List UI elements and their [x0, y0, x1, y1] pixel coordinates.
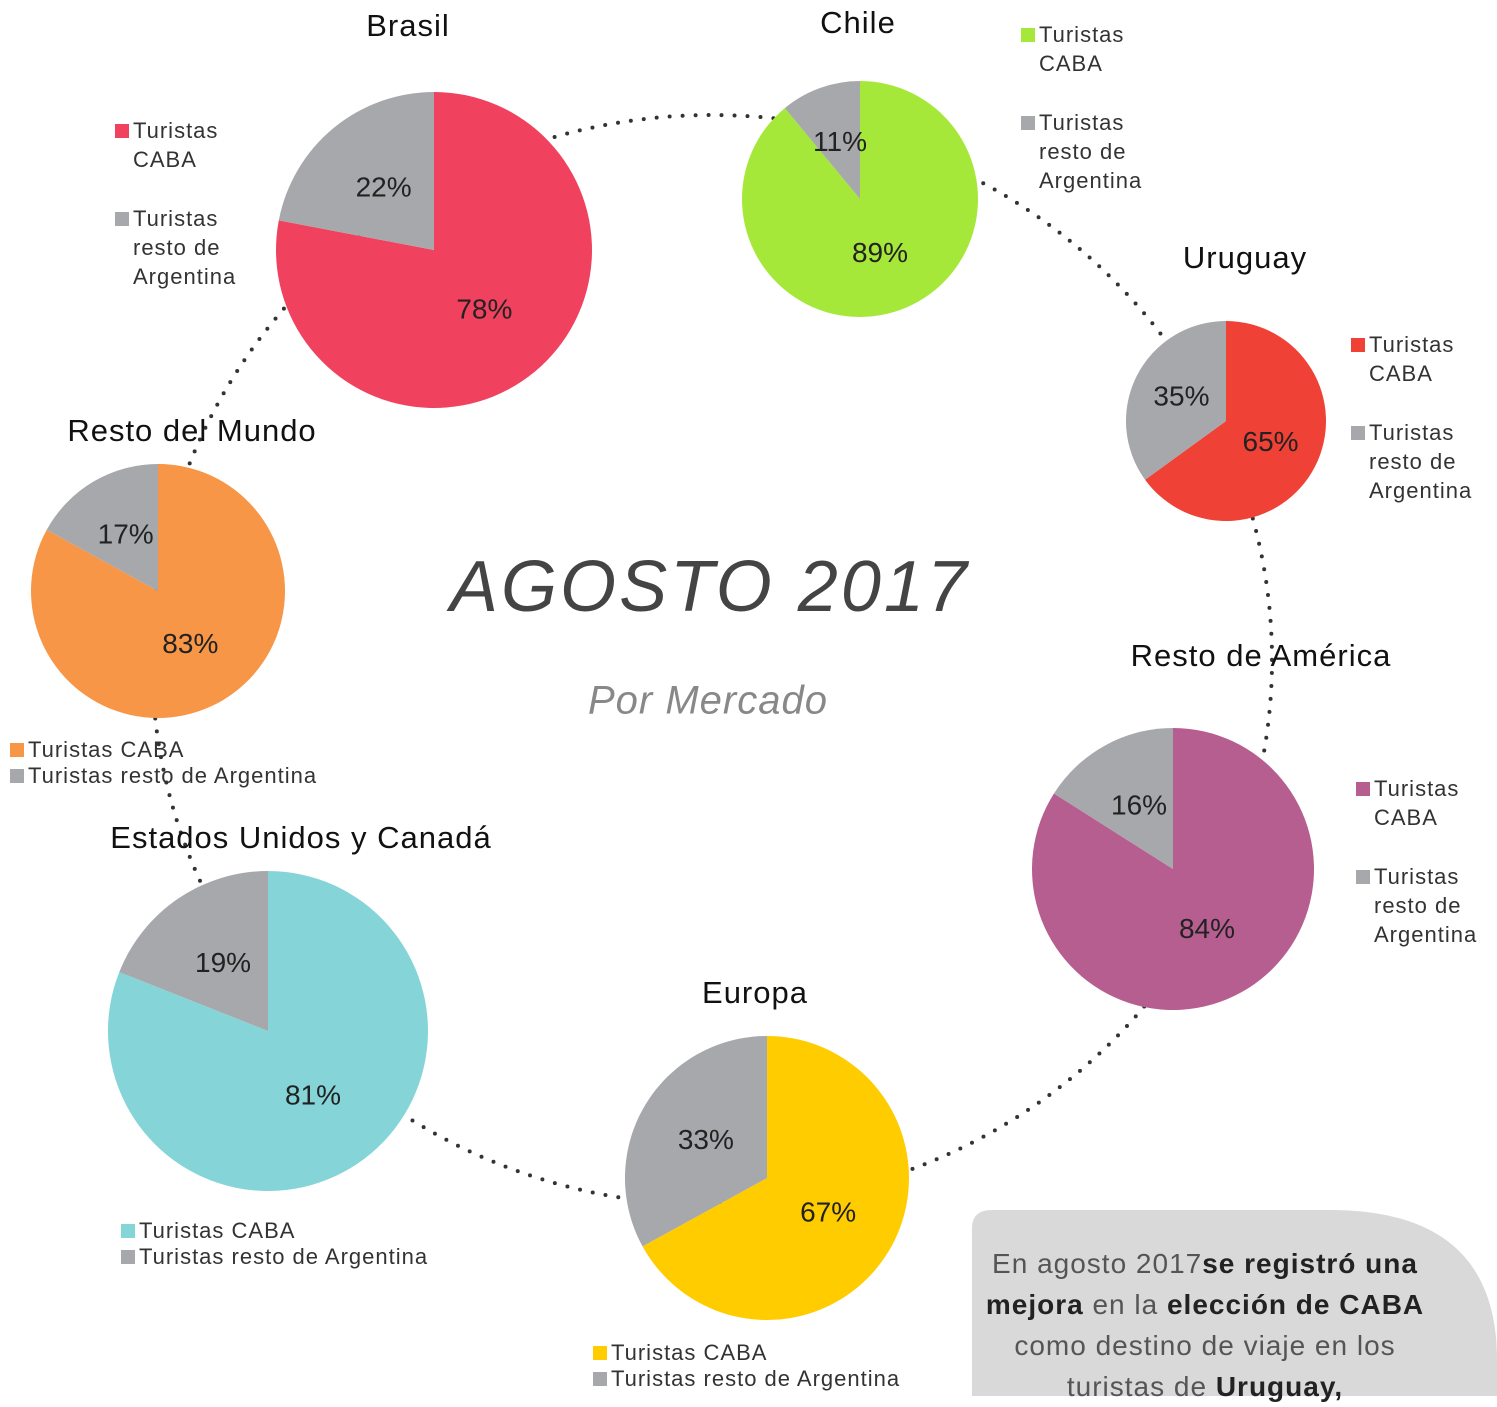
legend-label: Turistas resto de Argentina [133, 206, 237, 289]
legend-item: Turistas CABA [1356, 774, 1497, 832]
pie-slice [278, 92, 434, 250]
legend-item: Turistas resto de Argentina [1351, 418, 1497, 505]
legend-swatch [115, 124, 129, 138]
note-text: En agosto 2017 [992, 1248, 1203, 1279]
chart-title: Resto del Mundo [67, 413, 316, 448]
legend-item: Turistas resto de Argentina [115, 204, 265, 291]
slice-label: 11% [813, 126, 867, 157]
legend-swatch [1356, 870, 1370, 884]
legend-swatch [1351, 426, 1365, 440]
legend-item: Turistas CABA [1021, 20, 1171, 78]
note-text: en la [1083, 1289, 1167, 1320]
legend-swatch [121, 1250, 135, 1264]
legend: Turistas CABA Turistas resto de Argentina [10, 737, 317, 789]
legend-item: Turistas CABA [1351, 330, 1497, 388]
legend-item: Turistas CABA [10, 737, 317, 763]
dotted-ring [150, 113, 1274, 1207]
slice-label: 19% [195, 947, 251, 978]
note-text: Uruguay, [1215, 1371, 1344, 1402]
slice-label: 67% [800, 1197, 856, 1228]
legend: Turistas CABA Turistas resto de Argentina [1021, 20, 1171, 225]
pie-slice [1126, 321, 1226, 480]
legend: Turistas CABA Turistas resto de Argentina [121, 1218, 428, 1270]
slice-label: 22% [356, 172, 412, 203]
pie-slice [276, 92, 592, 409]
legend: Turistas CABA Turistas resto de Argentina [115, 116, 265, 321]
legend-label: Turistas resto de Argentina [1039, 110, 1143, 193]
slice-label: 89% [852, 237, 908, 268]
legend-label: Turistas CABA [611, 1340, 768, 1365]
slice-label: 35% [1153, 381, 1209, 412]
chart-title: Estados Unidos y Canadá [110, 820, 491, 855]
legend-item: Turistas CABA [121, 1218, 428, 1244]
legend-swatch [593, 1346, 607, 1360]
slice-label: 33% [678, 1124, 734, 1155]
legend-item: Turistas resto de Argentina [1021, 108, 1171, 195]
legend: Turistas CABA Turistas resto de Argentina [593, 1340, 900, 1392]
chart-title: Uruguay [1183, 240, 1307, 275]
chart-title: Resto de América [1131, 638, 1392, 673]
legend-swatch [1021, 28, 1035, 42]
pie-slice [642, 1036, 909, 1320]
pie-slice [742, 81, 979, 317]
note: En agosto 2017se registró una mejora en … [985, 1243, 1425, 1407]
slice-label: 16% [1111, 790, 1167, 821]
chart-title: Europa [702, 975, 808, 1010]
legend-label: Turistas CABA [133, 118, 219, 172]
legend-item: Turistas resto de Argentina [10, 763, 317, 789]
legend: Turistas CABA Turistas resto de Argentina [1356, 774, 1497, 979]
pie-slice [46, 464, 158, 591]
legend-swatch [1021, 116, 1035, 130]
pie-slice [784, 81, 860, 199]
legend-label: Turistas resto de Argentina [1369, 420, 1473, 503]
legend-label: Turistas resto de Argentina [611, 1366, 901, 1391]
legend-item: Turistas CABA [115, 116, 265, 174]
legend-label: Turistas resto de Argentina [28, 763, 318, 788]
note-text: como destino de viaje en los turistas de [1014, 1330, 1396, 1402]
pie-slice [1053, 728, 1173, 869]
note-text: se registró una mejora [985, 1248, 1418, 1320]
legend-item: Turistas resto de Argentina [593, 1366, 900, 1392]
pie-slice [1145, 321, 1326, 522]
slice-label: 65% [1243, 426, 1299, 457]
chart-title: Chile [820, 5, 896, 40]
slice-label: 17% [98, 519, 154, 550]
legend-swatch [1356, 782, 1370, 796]
legend-label: Turistas CABA [1374, 776, 1460, 830]
legend-label: Turistas resto de Argentina [1374, 864, 1478, 947]
pie-slice [624, 1036, 767, 1247]
legend-item: Turistas resto de Argentina [1356, 862, 1497, 949]
legend-swatch [115, 212, 129, 226]
legend-label: Turistas resto de Argentina [139, 1244, 429, 1269]
pie-slice [108, 871, 429, 1191]
legend: Turistas CABA Turistas resto de Argentina [1351, 330, 1497, 535]
slice-label: 81% [285, 1080, 341, 1111]
legend-swatch [10, 769, 24, 783]
legend-swatch [121, 1224, 135, 1238]
legend-item: Turistas resto de Argentina [121, 1244, 428, 1270]
subtitle: Por Mercado [588, 679, 828, 723]
slice-label: 83% [162, 628, 218, 659]
note-text: elección de CABA [1166, 1289, 1425, 1320]
pie-slice [31, 464, 286, 718]
slice-label: 78% [456, 293, 512, 324]
legend-item: Turistas CABA [593, 1340, 900, 1366]
legend-label: Turistas CABA [28, 737, 185, 762]
legend-swatch [10, 743, 24, 757]
legend-swatch [1351, 338, 1365, 352]
legend-label: Turistas CABA [1369, 332, 1455, 386]
legend-label: Turistas CABA [1039, 22, 1125, 76]
chart-title: Brasil [366, 8, 450, 43]
legend-label: Turistas CABA [139, 1218, 296, 1243]
main-title: AGOSTO 2017 [446, 547, 970, 627]
slice-label: 84% [1179, 913, 1235, 944]
pie-slice [119, 871, 268, 1031]
note-box [972, 1210, 1497, 1396]
legend-swatch [593, 1372, 607, 1386]
